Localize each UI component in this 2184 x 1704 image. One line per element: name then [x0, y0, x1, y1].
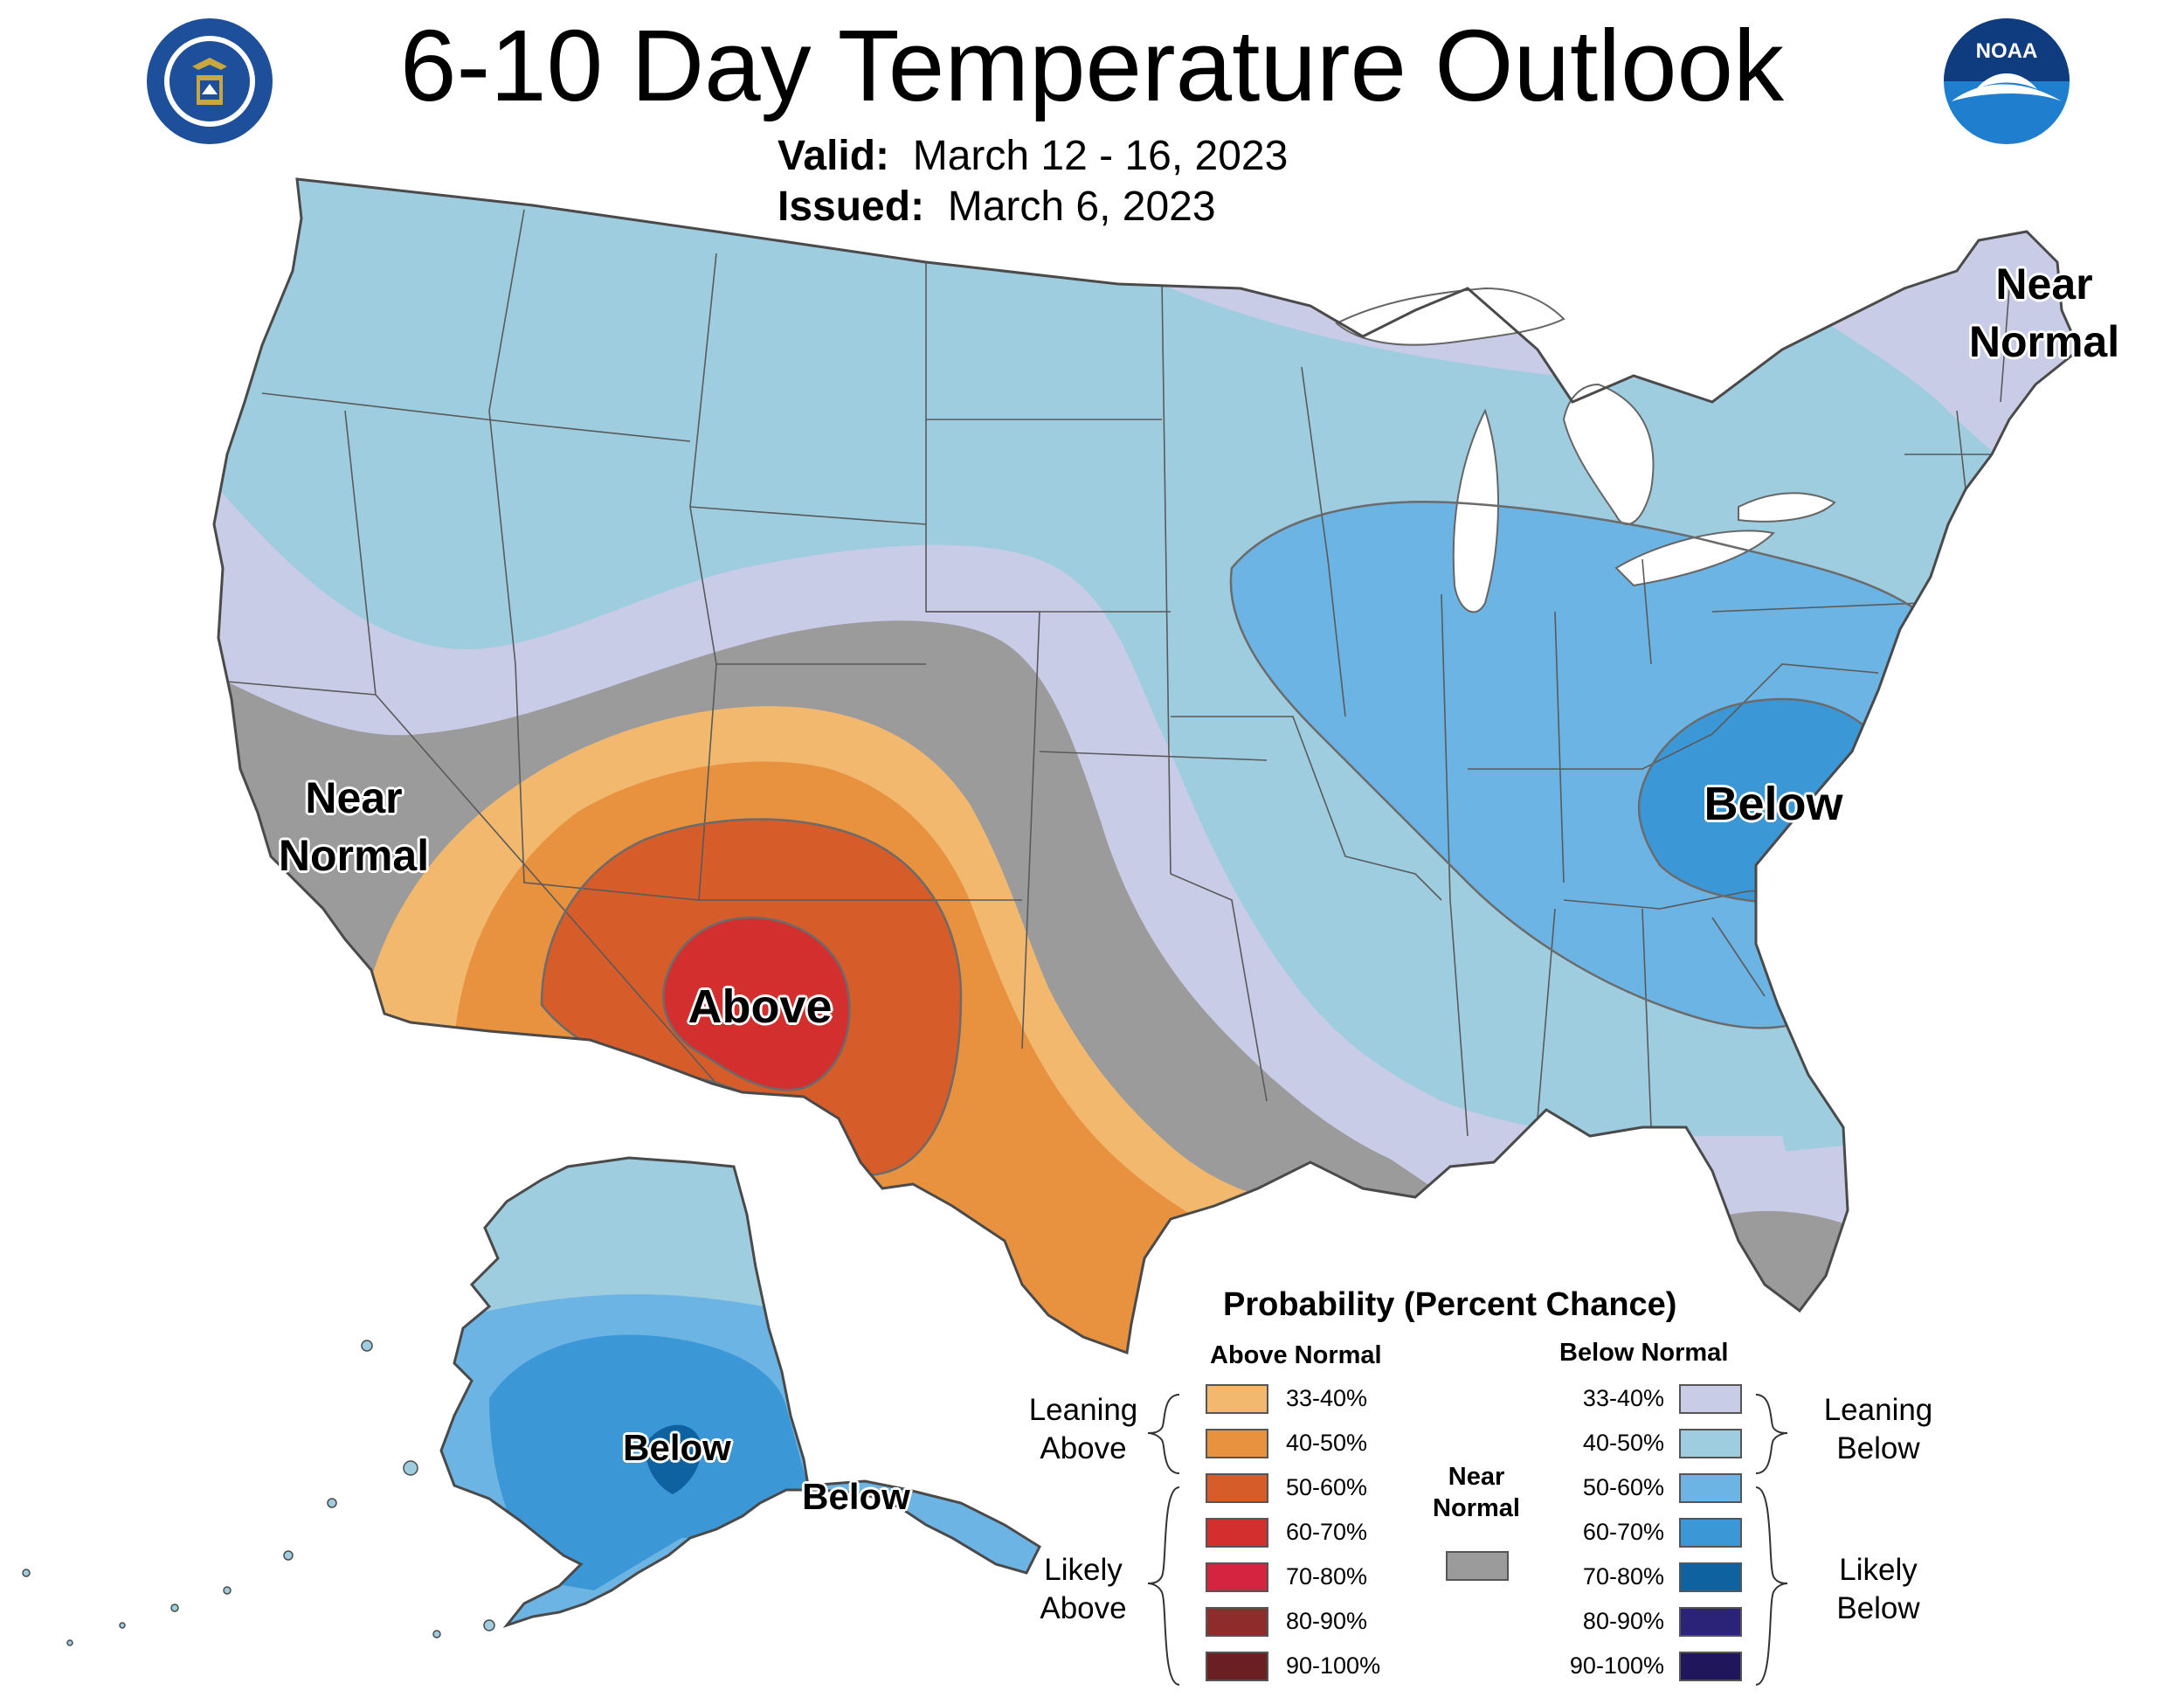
legend-above-swatch-3 [1206, 1518, 1268, 1548]
legend-likely-below-line2: Below [1836, 1591, 1920, 1625]
alaska-outline [439, 1156, 1041, 1629]
valid-label: Valid: [778, 133, 890, 179]
valid-date: March 12 - 16, 2023 [912, 133, 1289, 179]
legend-likely-below-line1: Likely [1839, 1553, 1918, 1587]
legend-leaning-above: Leaning Above [1005, 1391, 1162, 1468]
aleutian-islands [22, 1340, 495, 1646]
legend-likely-above-line1: Likely [1044, 1553, 1123, 1587]
department-of-commerce-seal-icon [147, 18, 273, 144]
legend-above-range-1: 40-50% [1286, 1430, 1368, 1456]
legend-below-range-3: 60-70% [1582, 1519, 1664, 1545]
conus-outline [212, 177, 2081, 1355]
legend-below-range-2: 50-60% [1582, 1474, 1664, 1500]
legend-below-header: Below Normal [1559, 1339, 1729, 1367]
legend-above-header: Above Normal [1210, 1341, 1382, 1369]
legend-above-range-2: 50-60% [1286, 1474, 1368, 1500]
legend-above-swatch-1 [1206, 1429, 1268, 1458]
label-below-alaska-southeast: Below [802, 1476, 910, 1517]
legend-near-normal-line2: Normal [1433, 1494, 1520, 1522]
legend-above-range-4: 70-80% [1286, 1563, 1368, 1590]
legend-below-range-5: 80-90% [1582, 1608, 1664, 1634]
legend-above-range-0: 33-40% [1286, 1385, 1368, 1411]
label-near-normal-west-line1: Near [305, 773, 403, 822]
legend-leaning-below: Leaning Below [1791, 1391, 1966, 1468]
legend-below-range-4: 70-80% [1582, 1563, 1664, 1590]
label-near-normal-west-line2: Normal [278, 831, 430, 880]
issued-date: March 6, 2023 [947, 184, 1216, 230]
legend-below-swatch-4 [1679, 1562, 1742, 1592]
legend-near-normal-line1: Near [1448, 1463, 1505, 1491]
legend-above-range-5: 80-90% [1286, 1608, 1368, 1634]
legend-below-swatch-2 [1679, 1473, 1742, 1503]
legend-likely-above-line2: Above [1040, 1591, 1127, 1625]
legend-below-swatch-0 [1679, 1384, 1742, 1414]
label-near-normal-northeast: Near Normal [1957, 255, 2132, 371]
legend-near-normal-label: Near Normal [1398, 1461, 1555, 1524]
great-lakes [1335, 287, 1836, 613]
issued-label: Issued: [778, 184, 925, 230]
legend-above-braces [1147, 1394, 1180, 1686]
legend-above-swatch-2 [1206, 1473, 1268, 1503]
legend-below-swatch-3 [1679, 1518, 1742, 1548]
legend-above-range-3: 60-70% [1286, 1519, 1368, 1545]
legend-above-swatch-6 [1206, 1652, 1268, 1681]
legend-above-range-6: 90-100% [1286, 1652, 1381, 1679]
noaa-logo-text: NOAA [1976, 39, 2038, 63]
legend-below-range-1: 40-50% [1582, 1430, 1664, 1456]
legend-below-swatch-5 [1679, 1607, 1742, 1637]
legend-title: Probability (Percent Chance) [1223, 1286, 1677, 1323]
legend-below-swatch-1 [1679, 1429, 1742, 1458]
legend-above-swatch-4 [1206, 1562, 1268, 1592]
legend-above-swatch-5 [1206, 1607, 1268, 1637]
label-below-east: Below [1704, 778, 1843, 830]
label-near-normal-west: Near Normal [262, 769, 446, 884]
legend-below-swatch-6 [1679, 1652, 1742, 1681]
label-above: Above [688, 980, 833, 1033]
noaa-logo-icon: NOAA [1944, 18, 2070, 144]
legend-leaning-above-line2: Above [1040, 1431, 1127, 1465]
legend-below-range-0: 33-40% [1582, 1385, 1664, 1411]
legend-below-braces [1755, 1394, 1788, 1686]
legend-leaning-below-line1: Leaning [1823, 1393, 1933, 1427]
label-below-alaska: Below [623, 1427, 731, 1468]
legend-likely-below: Likely Below [1791, 1551, 1966, 1628]
label-near-normal-northeast-line2: Normal [1968, 317, 2120, 366]
legend-above-swatch-0 [1206, 1384, 1268, 1414]
label-near-normal-northeast-line1: Near [1995, 260, 2093, 308]
legend-leaning-above-line1: Leaning [1028, 1393, 1138, 1427]
legend-leaning-below-line2: Below [1836, 1431, 1920, 1465]
map-title: 6-10 Day Temperature Outlook [399, 9, 1784, 122]
legend-below-range-6: 90-100% [1569, 1652, 1664, 1679]
legend-likely-above: Likely Above [1005, 1551, 1162, 1628]
date-block: Valid: March 12 - 16, 2023 Issued: March… [778, 131, 1288, 232]
legend-near-normal-swatch [1446, 1551, 1509, 1581]
